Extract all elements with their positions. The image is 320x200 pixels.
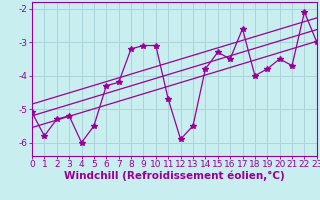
X-axis label: Windchill (Refroidissement éolien,°C): Windchill (Refroidissement éolien,°C) — [64, 171, 285, 181]
